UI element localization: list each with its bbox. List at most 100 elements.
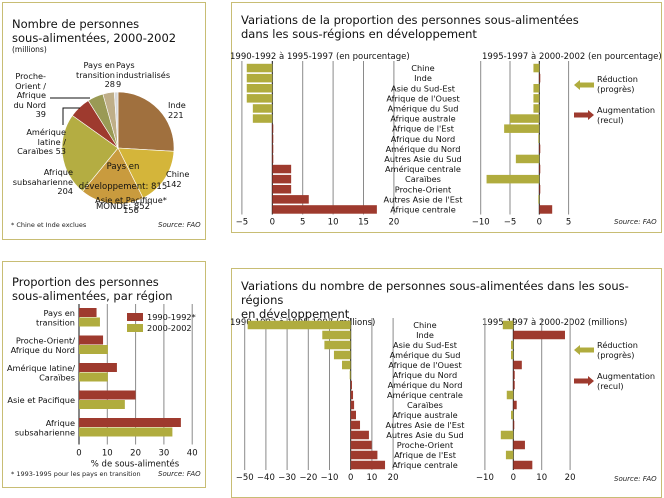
leader-line-amerique-latine — [62, 107, 80, 125]
bar-1990 — [79, 308, 97, 317]
pie-label-afrique: Afrique subsaharienne 204 — [12, 167, 73, 196]
category-label: Asie du Sud-Est — [393, 340, 458, 350]
category-label: Afrique australe — [390, 114, 455, 124]
pie-label-inde: Inde 221 — [168, 100, 186, 120]
proportion-title-line1: Proportion des personnes — [12, 275, 159, 289]
bar — [539, 205, 553, 214]
bar — [539, 185, 541, 194]
x-tick-label: −20 — [299, 473, 317, 483]
bar — [513, 380, 515, 390]
category-label: Amérique centrale — [387, 390, 463, 400]
category-label: Afrique centrale — [392, 460, 458, 470]
bar — [533, 104, 540, 113]
category-label: Asie du Sud-Est — [391, 83, 456, 93]
x-tick-label: −50 — [236, 473, 254, 483]
bar — [272, 174, 292, 184]
category-label: Asie et Pacifique — [7, 395, 75, 405]
legend-increase-label-bottom: Augmentation (recul) — [597, 371, 656, 391]
bar — [511, 350, 514, 360]
category-label: Pays en — [43, 308, 75, 318]
bar — [539, 164, 541, 174]
pie-center-line2: développement: 815 — [78, 182, 168, 192]
number-change-title-line2: en développement — [241, 307, 350, 321]
bar — [350, 430, 369, 440]
x-tick-label: 20 — [388, 473, 399, 483]
x-tick-label: −10 — [476, 473, 494, 483]
bar — [350, 440, 372, 450]
x-tick-label: 10 — [328, 218, 339, 228]
category-label: transition — [36, 317, 75, 327]
bar — [322, 330, 351, 340]
legend-swatch — [127, 324, 143, 332]
bar — [350, 420, 361, 430]
pie-label-asie: Asie et Pacifique* 156 — [95, 195, 167, 215]
bar-2000 — [79, 345, 108, 354]
pie-label-chine: Chine 142 — [166, 169, 190, 189]
pie-center-label: Pays en développement: 815 MONDE: 852 — [78, 152, 168, 222]
category-label: Proche-Orient/ — [16, 335, 75, 345]
legend-label: 1990-1992* — [147, 312, 196, 322]
bar — [500, 430, 514, 440]
bar-2000 — [79, 427, 173, 437]
pie-slice-chine — [117, 147, 175, 199]
x-tick-label: 15 — [358, 218, 369, 228]
x-tick-label: 20 — [130, 449, 141, 459]
pie-panel-title: Nombre de personnes sous-alimentées, 200… — [12, 17, 176, 45]
category-label: Afrique de l'Ouest — [388, 360, 462, 370]
pie-slice-asie-et-pacifique- — [82, 147, 144, 205]
proportion-title-line2: sous-alimentées, par région — [12, 289, 173, 303]
bar — [539, 144, 541, 154]
category-label: Amérique du Sud — [388, 103, 459, 113]
x-tick-label: 5 — [300, 218, 305, 228]
bar-1990 — [79, 363, 117, 372]
bar — [511, 410, 514, 420]
category-label: Proche-Orient — [397, 440, 454, 450]
number-change-right-subtitle: 1995-1997 à 2000-2002 (millions) — [482, 318, 628, 328]
category-label: Chine — [413, 320, 436, 330]
pie-unit: (millions) — [12, 45, 47, 54]
bar — [272, 134, 274, 143]
category-label: Afrique de l'Est — [392, 124, 455, 134]
x-tick-label: 10 — [102, 449, 113, 459]
x-tick-label: −10 — [472, 218, 490, 228]
x-tick-label: 0 — [270, 218, 275, 228]
bar — [350, 410, 356, 420]
bar — [272, 205, 377, 214]
number-change-source: Source: FAO — [614, 475, 657, 483]
x-tick-label: 0 — [537, 218, 542, 228]
proportion-change-title: Variations de la proportion des personne… — [241, 13, 579, 41]
category-label: subsaharienne — [15, 427, 75, 437]
bar — [252, 114, 273, 123]
pie-source: Source: FAO — [158, 221, 201, 229]
category-label: Chine — [411, 63, 434, 73]
bar — [247, 320, 351, 330]
category-label: Afrique de l'Ouest — [386, 93, 460, 103]
pie-slice-inde — [117, 91, 175, 152]
pie-chart — [50, 91, 175, 205]
bar — [533, 84, 540, 93]
x-tick-label: 0 — [348, 473, 353, 483]
bar — [246, 63, 273, 73]
number-change-title-line1: Variations du nombre de personnes sous-a… — [241, 279, 629, 307]
bar — [505, 450, 514, 460]
category-label: Amérique du Sud — [390, 350, 461, 360]
bar — [538, 134, 540, 143]
category-label: Amérique du Nord — [386, 144, 461, 154]
bar — [504, 124, 540, 133]
category-label: Afrique — [46, 418, 75, 428]
bar — [246, 84, 273, 93]
pie-center-line3: MONDE: 852 — [95, 202, 151, 212]
category-label: Autres Asie du Sud — [384, 154, 461, 164]
pie-label-proche: Proche- Orient / Afrique du Nord 39 — [13, 71, 46, 119]
x-tick-label: 10 — [536, 473, 547, 483]
bar — [539, 73, 541, 83]
x-tick-label: 40 — [187, 449, 198, 459]
pie-footnote: * Chine et Inde exclues — [11, 221, 87, 229]
legend-reduction-label-top: Réduction (progrès) — [597, 74, 638, 94]
x-tick-label: −40 — [257, 473, 275, 483]
bar — [511, 340, 514, 350]
bar — [350, 380, 352, 390]
x-tick-label: 20 — [565, 473, 576, 483]
bar-2000 — [79, 400, 125, 409]
